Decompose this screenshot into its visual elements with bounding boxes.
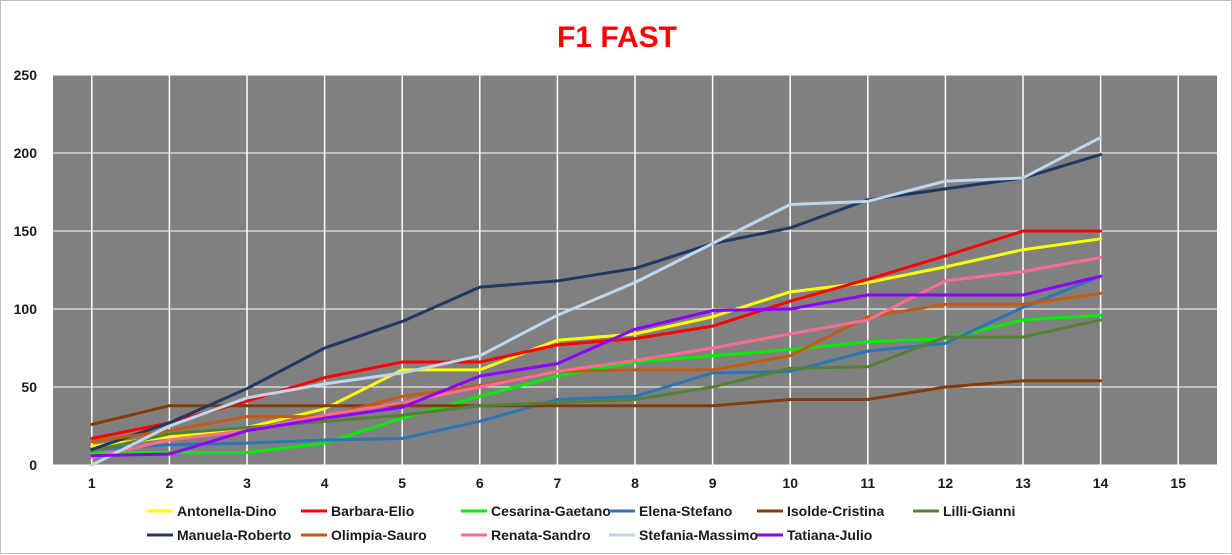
legend-label: Cesarina-Gaetano (491, 503, 611, 519)
legend-label: Lilli-Gianni (943, 503, 1015, 519)
series-line-manuela-roberto (90, 153, 1103, 451)
series-line-tatiana-julio (90, 274, 1103, 458)
series-line-antonella-dino (90, 237, 1103, 448)
legend-item: Antonella-Dino (147, 503, 277, 519)
legend-label: Stefania-Massimo (639, 527, 758, 543)
y-axis-ticks: 0 50 100 150 200 250 (14, 67, 38, 473)
y-tick-label: 100 (14, 301, 38, 317)
series-line-olimpia-sauro (90, 291, 1103, 444)
series-line-stefania-massimo (90, 135, 1103, 467)
legend-label: Renata-Sandro (491, 527, 591, 543)
legend-label: Barbara-Elio (331, 503, 414, 519)
x-tick-label: 6 (476, 475, 484, 491)
x-tick-label: 2 (166, 475, 174, 491)
legend-label: Olimpia-Sauro (331, 527, 427, 543)
legend-item: Manuela-Roberto (147, 527, 291, 543)
x-tick-label: 9 (709, 475, 717, 491)
x-tick-label: 5 (398, 475, 406, 491)
x-tick-label: 14 (1093, 475, 1109, 491)
x-tick-label: 8 (631, 475, 639, 491)
x-tick-label: 12 (938, 475, 954, 491)
series-line-isolde-cristina (90, 379, 1103, 426)
series-lines (90, 135, 1103, 467)
legend-label: Manuela-Roberto (177, 527, 291, 543)
legend-item: Olimpia-Sauro (301, 527, 427, 543)
legend-item: Isolde-Cristina (757, 503, 884, 519)
x-tick-label: 13 (1015, 475, 1031, 491)
x-tick-label: 11 (860, 475, 875, 491)
x-axis-ticks: 1 2 3 4 5 6 7 8 9 10 11 12 13 14 15 (88, 475, 1186, 491)
legend-label: Elena-Stefano (639, 503, 732, 519)
legend-item: Renata-Sandro (461, 527, 591, 543)
y-tick-label: 50 (21, 379, 37, 395)
legend-item: Tatiana-Julio (757, 527, 872, 543)
series-line-lilli-gianni (90, 318, 1103, 453)
x-tick-label: 3 (243, 475, 251, 491)
x-tick-label: 4 (321, 475, 329, 491)
x-tick-label: 1 (88, 475, 96, 491)
series-line-cesarina-gaetano (90, 313, 1103, 455)
series-line-elena-stefano (90, 274, 1103, 451)
y-tick-label: 150 (14, 223, 38, 239)
x-tick-label: 7 (554, 475, 562, 491)
legend-item: Stefania-Massimo (609, 527, 758, 543)
legend-label: Tatiana-Julio (787, 527, 872, 543)
legend-label: Isolde-Cristina (787, 503, 884, 519)
x-tick-label: 10 (782, 475, 798, 491)
x-tick-label: 15 (1170, 475, 1186, 491)
y-tick-label: 0 (29, 457, 37, 473)
legend: Antonella-Dino Barbara-Elio Cesarina-Gaeta… (147, 503, 1015, 543)
series-line-barbara-elio (90, 229, 1103, 440)
y-tick-label: 250 (14, 67, 38, 83)
gridlines (53, 74, 1217, 466)
legend-item: Cesarina-Gaetano (461, 503, 611, 519)
legend-label: Antonella-Dino (177, 503, 277, 519)
chart-title: F1 FAST (557, 21, 677, 54)
y-tick-label: 200 (14, 145, 38, 161)
legend-item: Lilli-Gianni (913, 503, 1015, 519)
legend-item: Barbara-Elio (301, 503, 414, 519)
legend-item: Elena-Stefano (609, 503, 732, 519)
